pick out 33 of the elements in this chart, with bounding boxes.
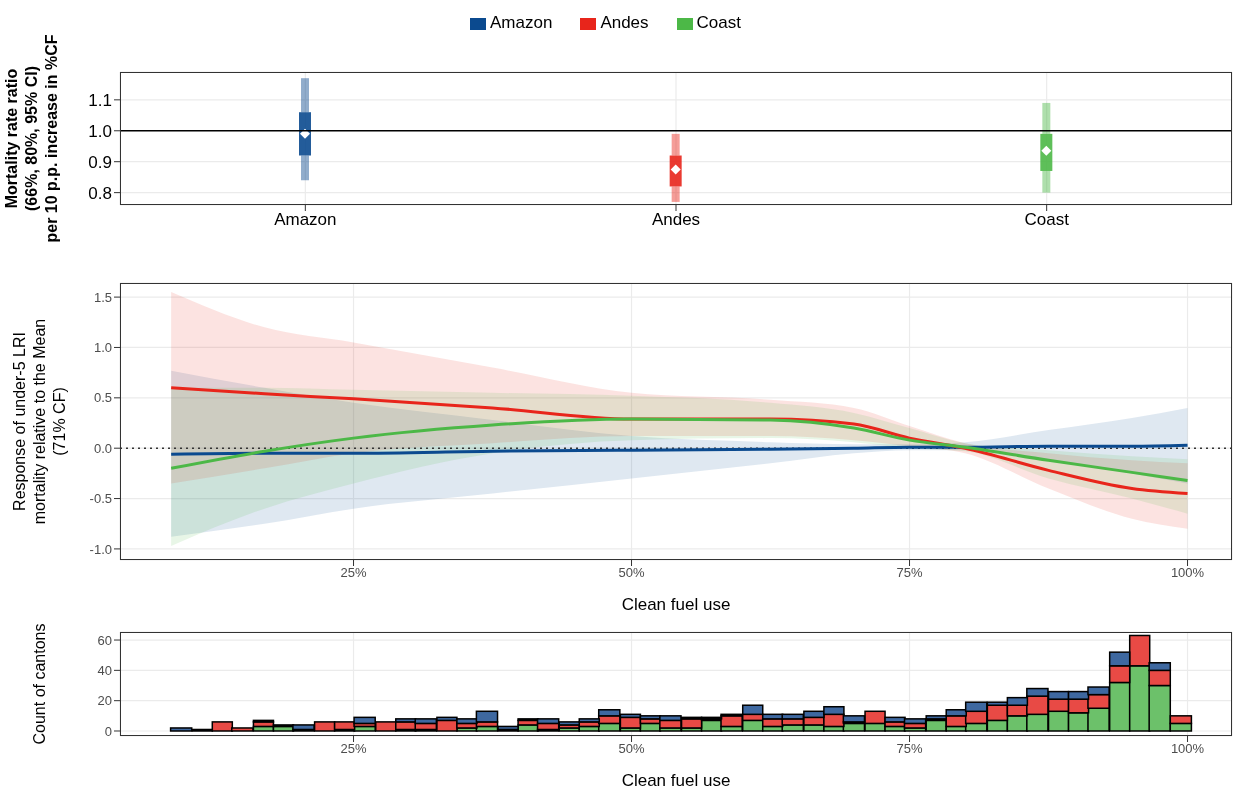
y-tick-label: -1.0 xyxy=(89,541,112,557)
x-axis-title: Clean fuel use xyxy=(621,595,731,614)
y-tick-label: -0.5 xyxy=(89,491,112,507)
y-tick-label: 1.0 xyxy=(93,340,112,356)
y-tick-label: 1.5 xyxy=(93,289,112,305)
y-tick-label: 0.9 xyxy=(88,152,112,172)
x-tick-label: Coast xyxy=(1024,210,1070,230)
x-tick-label: 50% xyxy=(618,565,645,581)
y-tick-label: 20 xyxy=(97,693,112,709)
legend-label: Amazon xyxy=(490,13,553,32)
y-axis-title: Response of under-5 LRI mortality relative to the Mean (71% CF) xyxy=(11,318,68,525)
y-tick-label: 0.8 xyxy=(88,183,112,203)
x-tick-label: 25% xyxy=(340,565,367,581)
x-tick-label: Amazon xyxy=(274,210,337,230)
y-tick-label: 1.0 xyxy=(88,121,112,141)
x-tick-label: 75% xyxy=(896,741,923,757)
x-tick-label: Andes xyxy=(651,210,701,230)
y-tick-label: 1.1 xyxy=(88,90,112,110)
y-tick-label: 0 xyxy=(104,723,112,739)
y-axis-title: Count of cantons xyxy=(31,623,48,745)
y-tick-label: 60 xyxy=(97,632,112,648)
x-tick-label: 100% xyxy=(1170,741,1205,757)
legend-label: Coast xyxy=(696,13,741,32)
y-tick-label: 0.0 xyxy=(93,440,112,456)
y-tick-label: 0.5 xyxy=(93,390,112,406)
x-tick-label: 25% xyxy=(340,741,367,757)
x-axis-title: Clean fuel use xyxy=(621,771,731,787)
x-tick-label: 100% xyxy=(1170,565,1205,581)
legend-label: Andes xyxy=(600,13,649,32)
x-tick-label: 50% xyxy=(618,741,645,757)
x-tick-label: 75% xyxy=(896,565,923,581)
y-axis-title: Mortality rate ratio (66%, 80%, 95% CI) per 10 p.p. increase in %CF xyxy=(3,34,60,243)
y-tick-label: 40 xyxy=(97,662,112,678)
